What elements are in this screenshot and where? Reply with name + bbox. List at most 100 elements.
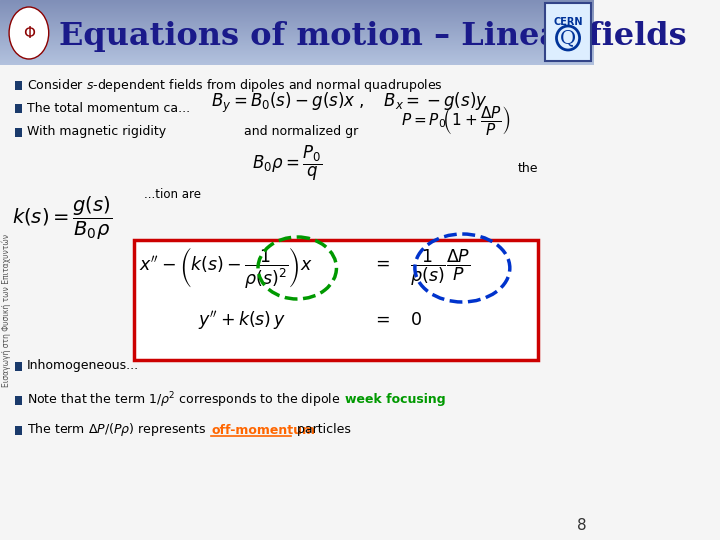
Bar xyxy=(0,26,595,27)
Bar xyxy=(0,39,595,40)
Text: CERN: CERN xyxy=(553,17,582,27)
Bar xyxy=(0,16,595,17)
Text: ...tion are: ...tion are xyxy=(145,188,202,201)
Bar xyxy=(0,29,595,30)
Bar xyxy=(0,7,595,8)
Text: $= \quad 0$: $= \quad 0$ xyxy=(372,311,422,329)
Bar xyxy=(0,51,595,52)
Text: $x'' - \left(k(s) - \dfrac{1}{\rho(s)^2}\right)x$: $x'' - \left(k(s) - \dfrac{1}{\rho(s)^2}… xyxy=(139,246,312,291)
Bar xyxy=(0,65,595,540)
Bar xyxy=(0,22,595,23)
Bar xyxy=(0,15,595,16)
Text: Consider $s$-dependent fields from dipoles and normal quadrupoles: Consider $s$-dependent fields from dipol… xyxy=(27,77,443,93)
Text: $B_y = B_0(s) - g(s)x\ ,\quad B_x = -g(s)y$: $B_y = B_0(s) - g(s)x\ ,\quad B_x = -g(s… xyxy=(210,91,487,115)
Bar xyxy=(0,54,595,55)
Bar xyxy=(0,30,595,31)
Bar xyxy=(0,59,595,60)
Bar xyxy=(15,362,22,371)
Text: the: the xyxy=(518,161,538,174)
Bar xyxy=(0,0,595,1)
Text: $y'' + k(s)\, y$: $y'' + k(s)\, y$ xyxy=(198,308,286,332)
Bar xyxy=(0,6,595,7)
Bar xyxy=(134,240,539,360)
Bar xyxy=(15,81,22,90)
Text: week focusing: week focusing xyxy=(345,394,446,407)
Bar xyxy=(0,55,595,56)
Text: Equations of motion – Linear fields: Equations of motion – Linear fields xyxy=(60,21,687,51)
Bar xyxy=(15,396,22,405)
Bar xyxy=(0,28,595,29)
Bar xyxy=(0,27,595,28)
Bar xyxy=(0,14,595,15)
Bar xyxy=(0,8,595,9)
Bar xyxy=(0,25,595,26)
Text: off-momentum: off-momentum xyxy=(212,423,315,436)
Bar xyxy=(0,50,595,51)
Text: The term $\Delta P/(P\rho)$ represents: The term $\Delta P/(P\rho)$ represents xyxy=(27,422,207,438)
Bar xyxy=(0,5,595,6)
Bar xyxy=(0,57,595,58)
Ellipse shape xyxy=(9,7,49,59)
Bar xyxy=(0,1,595,2)
Text: Φ: Φ xyxy=(23,25,35,40)
Bar xyxy=(0,44,595,45)
Bar xyxy=(0,13,595,14)
Bar xyxy=(0,32,595,33)
Bar xyxy=(0,9,595,10)
Bar xyxy=(0,17,595,18)
Bar xyxy=(0,41,595,42)
Text: $= \quad \dfrac{1}{\rho(s)}\dfrac{\Delta P}{P}$: $= \quad \dfrac{1}{\rho(s)}\dfrac{\Delta… xyxy=(372,248,470,288)
Bar xyxy=(0,52,595,53)
Text: $B_0\rho = \dfrac{P_0}{q}$: $B_0\rho = \dfrac{P_0}{q}$ xyxy=(252,144,322,183)
Bar xyxy=(0,49,595,50)
Bar xyxy=(0,12,595,13)
Bar xyxy=(0,56,595,57)
Bar xyxy=(0,60,595,61)
Bar xyxy=(0,64,595,65)
Bar xyxy=(0,4,595,5)
Bar xyxy=(0,47,595,48)
Text: The total momentum ca...: The total momentum ca... xyxy=(27,102,190,114)
Bar xyxy=(0,24,595,25)
Bar xyxy=(0,3,595,4)
Text: particles: particles xyxy=(293,423,351,436)
Bar xyxy=(0,18,595,19)
Bar xyxy=(0,38,595,39)
Bar xyxy=(0,20,595,21)
Bar xyxy=(0,63,595,64)
Bar xyxy=(0,40,595,41)
Bar xyxy=(15,426,22,435)
Bar xyxy=(0,35,595,36)
Bar xyxy=(0,62,595,63)
Text: Εισαγωγή στη Φυσική των Επιταχυντών: Εισαγωγή στη Φυσική των Επιταχυντών xyxy=(2,233,12,387)
Bar xyxy=(545,3,591,61)
Bar xyxy=(0,2,595,3)
Text: Q: Q xyxy=(560,29,576,47)
Text: Inhomogeneous...: Inhomogeneous... xyxy=(27,360,140,373)
Text: and normalized gr: and normalized gr xyxy=(243,125,358,138)
Text: 8: 8 xyxy=(577,518,586,533)
Text: $P = P_0\!\left(1 + \dfrac{\Delta P}{P}\right)$: $P = P_0\!\left(1 + \dfrac{\Delta P}{P}\… xyxy=(401,104,511,137)
Bar xyxy=(0,43,595,44)
Bar xyxy=(15,128,22,137)
Bar xyxy=(0,46,595,47)
Bar xyxy=(0,31,595,32)
Bar xyxy=(0,21,595,22)
Bar xyxy=(0,42,595,43)
Bar xyxy=(0,33,595,34)
Bar xyxy=(0,37,595,38)
Bar xyxy=(0,61,595,62)
Bar xyxy=(0,45,595,46)
Bar xyxy=(0,10,595,11)
Bar xyxy=(0,19,595,20)
Text: Note that the term $1/\rho^2$ corresponds to the dipole: Note that the term $1/\rho^2$ correspond… xyxy=(27,390,341,410)
Bar xyxy=(0,36,595,37)
Bar xyxy=(0,23,595,24)
Bar xyxy=(0,48,595,49)
Text: $k(s) = \dfrac{g(s)}{B_0\rho}$: $k(s) = \dfrac{g(s)}{B_0\rho}$ xyxy=(12,194,112,241)
Text: With magnetic rigidity: With magnetic rigidity xyxy=(27,125,166,138)
Bar xyxy=(0,58,595,59)
Bar xyxy=(15,104,22,113)
Bar xyxy=(0,53,595,54)
Bar xyxy=(0,34,595,35)
